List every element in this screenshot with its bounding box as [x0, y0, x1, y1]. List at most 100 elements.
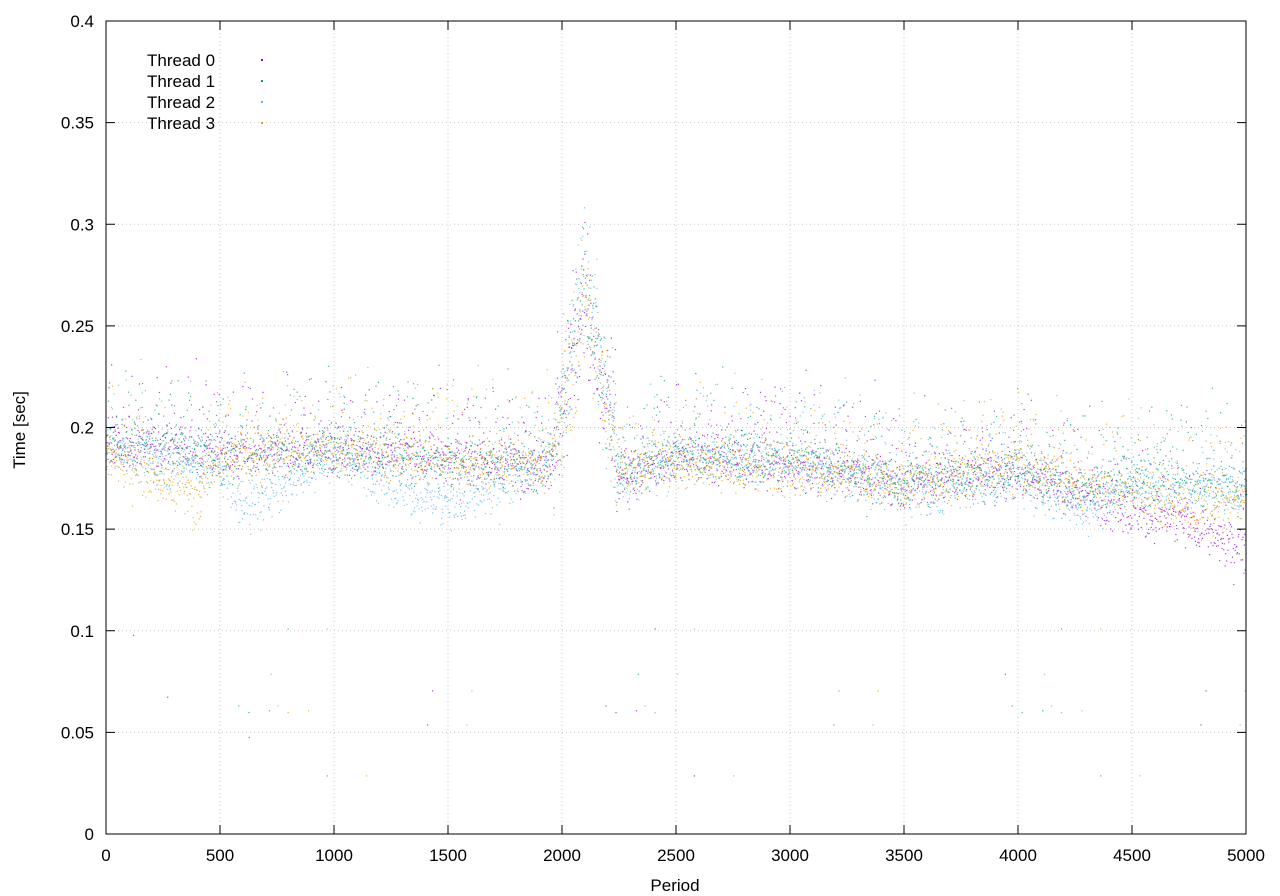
data-point: [381, 475, 383, 477]
data-point: [502, 416, 504, 418]
data-point: [1120, 519, 1122, 521]
data-point: [878, 465, 880, 467]
data-point: [189, 430, 191, 432]
data-point: [600, 374, 602, 376]
data-point: [1216, 532, 1218, 534]
data-point: [163, 434, 165, 436]
data-point: [884, 488, 886, 490]
data-point: [1151, 523, 1153, 525]
data-point: [1175, 492, 1177, 494]
data-point: [734, 475, 736, 477]
data-point: [789, 452, 791, 454]
data-point: [164, 449, 166, 452]
data-point: [383, 443, 385, 446]
data-point: [784, 463, 786, 465]
data-point: [868, 468, 871, 470]
data-point: [1045, 462, 1047, 464]
data-point: [730, 434, 732, 436]
data-point: [1025, 471, 1027, 473]
data-point: [458, 474, 460, 476]
data-point: [210, 481, 212, 483]
data-point: [930, 490, 932, 492]
data-point: [150, 417, 152, 419]
data-point: [492, 459, 494, 461]
data-point: [748, 432, 750, 434]
data-point: [208, 439, 210, 441]
data-point: [500, 476, 502, 478]
data-point: [814, 443, 816, 445]
data-point: [900, 503, 902, 505]
data-point: [287, 462, 289, 465]
data-point: [296, 470, 298, 472]
data-point: [1187, 533, 1189, 535]
data-point: [1225, 495, 1227, 497]
data-point: [485, 466, 487, 468]
data-point: [957, 466, 959, 468]
data-point: [146, 444, 148, 447]
data-point: [703, 458, 705, 460]
data-point: [799, 471, 801, 473]
data-point: [861, 454, 863, 457]
data-point: [1100, 507, 1102, 509]
data-point: [370, 457, 372, 460]
data-point: [538, 437, 540, 439]
data-point: [153, 426, 156, 429]
data-point: [654, 476, 656, 478]
data-point: [203, 444, 205, 446]
data-point: [827, 466, 829, 469]
data-point: [953, 483, 955, 485]
data-point: [168, 422, 171, 424]
data-point: [214, 426, 216, 428]
data-point: [733, 457, 736, 459]
data-point: [694, 406, 696, 408]
data-point: [670, 451, 672, 454]
data-point: [729, 448, 731, 451]
data-point: [1068, 481, 1070, 483]
data-point: [158, 445, 161, 447]
data-point: [855, 483, 857, 485]
data-point: [692, 445, 694, 447]
data-point: [616, 510, 618, 513]
data-point: [1179, 478, 1182, 480]
data-point: [567, 369, 569, 371]
data-point: [767, 461, 769, 463]
data-point: [976, 485, 978, 487]
data-point: [1117, 512, 1119, 514]
data-point: [838, 690, 840, 692]
data-point: [1004, 454, 1006, 456]
data-point: [371, 475, 373, 477]
data-point: [396, 422, 399, 424]
data-point: [578, 320, 580, 322]
data-point: [887, 469, 889, 471]
data-point: [682, 451, 684, 453]
data-point: [476, 453, 478, 455]
data-point: [876, 474, 878, 476]
data-point: [464, 471, 466, 473]
data-point: [1128, 457, 1130, 460]
data-point: [324, 452, 326, 454]
data-point: [1207, 486, 1209, 488]
data-point: [954, 492, 956, 494]
data-point: [921, 476, 923, 478]
data-point: [272, 472, 274, 474]
data-point: [622, 484, 624, 486]
data-point: [529, 457, 531, 459]
data-point: [469, 435, 471, 437]
data-point: [541, 480, 543, 482]
data-point: [1196, 527, 1198, 529]
data-point: [506, 461, 508, 463]
data-point: [403, 439, 405, 441]
data-point: [794, 407, 796, 409]
data-point: [239, 464, 241, 467]
data-point: [1031, 481, 1033, 483]
data-point: [702, 434, 704, 436]
data-point: [170, 439, 172, 441]
data-point: [1182, 469, 1184, 471]
data-point: [236, 468, 238, 470]
data-point: [484, 463, 486, 465]
data-point: [686, 450, 689, 452]
data-point: [317, 438, 319, 440]
data-point: [783, 459, 785, 461]
data-point: [144, 456, 146, 458]
data-point: [1093, 474, 1095, 476]
